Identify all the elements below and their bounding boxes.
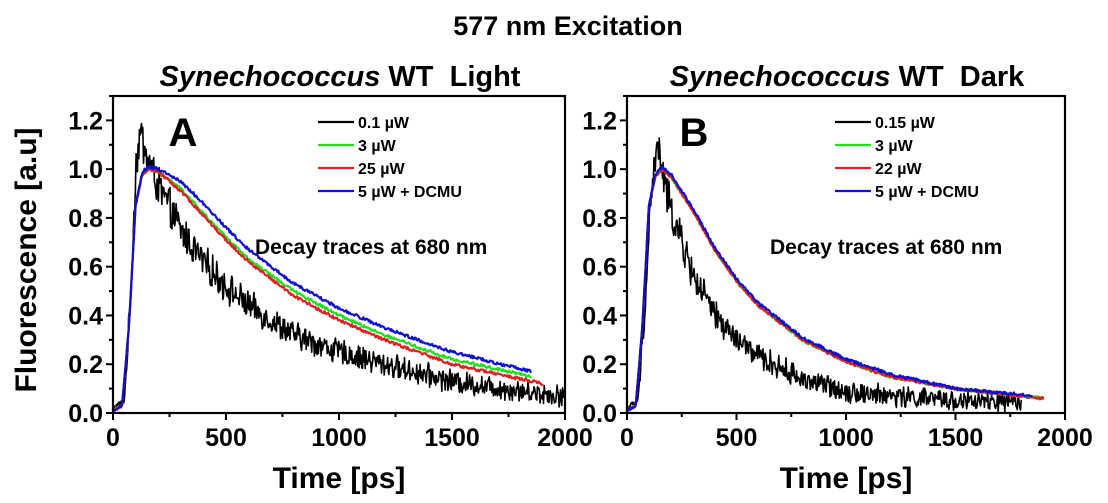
series-line <box>625 168 1045 412</box>
series-line <box>112 122 566 410</box>
panel-title-organism: Synechococcus <box>670 61 891 93</box>
legend: 0.1 µW 3 µW 25 µW 5 µW + DCMU <box>318 115 462 201</box>
y-axis-label: Fluorescence [a.u] <box>10 127 43 392</box>
legend-entry: 25 µW <box>358 161 405 178</box>
y-tick-label: 1.2 <box>582 107 617 135</box>
series-line <box>111 164 532 412</box>
y-tick-label: 0.0 <box>68 400 103 428</box>
legend-entry: 0.15 µW <box>875 115 936 132</box>
x-tick-label: 1500 <box>928 424 984 452</box>
legend-entry: 5 µW + DCMU <box>875 184 979 201</box>
legend-entry: 5 µW + DCMU <box>358 184 462 201</box>
y-tick-label: 0.0 <box>582 400 617 428</box>
y-tick-label: 0.8 <box>582 205 617 233</box>
x-axis-label: Time [ps] <box>780 462 913 495</box>
x-tick-label: 500 <box>716 424 758 452</box>
y-tick-label: 1.0 <box>68 156 103 184</box>
x-tick-label: 0 <box>106 424 120 452</box>
y-tick-label: 0.8 <box>68 205 103 233</box>
series-line <box>626 137 1022 414</box>
series-line <box>625 165 1033 412</box>
x-tick-label: 1000 <box>311 424 367 452</box>
panel-title-condition: WT Light <box>380 61 520 93</box>
panel-title-organism: Synechococcus <box>160 61 381 93</box>
x-tick-label: 2000 <box>537 424 593 452</box>
x-axis-label: Time [ps] <box>273 462 406 495</box>
panel-b: Synechococcus WT Dark 0 500 1000 1500 2000 0.0… <box>582 61 1093 495</box>
annotation: Decay traces at 680 nm <box>770 236 1002 259</box>
x-tick-label: 1000 <box>818 424 874 452</box>
panel-a: Synechococcus WT Light 0 500 1000 1500 2000 0.… <box>68 61 593 495</box>
legend-entry: 0.1 µW <box>358 115 410 132</box>
y-tick-label: 0.2 <box>68 351 103 379</box>
x-tick-label: 1500 <box>424 424 480 452</box>
figure-title: 577 nm Excitation <box>453 11 683 41</box>
y-tick-label: 1.2 <box>68 107 103 135</box>
series-line <box>111 167 544 413</box>
annotation: Decay traces at 680 nm <box>255 236 487 259</box>
legend: 0.15 µW 3 µW 22 µW 5 µW + DCMU <box>835 115 979 201</box>
y-tick-label: 0.6 <box>582 254 617 282</box>
series-line <box>111 168 532 412</box>
panel-letter: B <box>680 111 709 155</box>
panel-title: Synechococcus WT Light <box>160 61 521 93</box>
y-tick-label: 1.0 <box>582 156 617 184</box>
y-tick-label: 0.2 <box>582 351 617 379</box>
x-tick-label: 0 <box>620 424 634 452</box>
legend-entry: 22 µW <box>875 161 922 178</box>
y-tick-label: 0.4 <box>68 302 103 330</box>
panel-title: Synechococcus WT Dark <box>670 61 1025 93</box>
x-tick-label: 2000 <box>1037 424 1093 452</box>
y-tick-label: 0.4 <box>582 302 617 330</box>
panel-title-condition: WT Dark <box>891 61 1026 93</box>
panel-letter: A <box>169 111 198 155</box>
legend-entry: 3 µW <box>358 138 397 155</box>
legend-entry: 3 µW <box>875 138 914 155</box>
x-tick-label: 500 <box>205 424 247 452</box>
y-tick-label: 0.6 <box>68 254 103 282</box>
